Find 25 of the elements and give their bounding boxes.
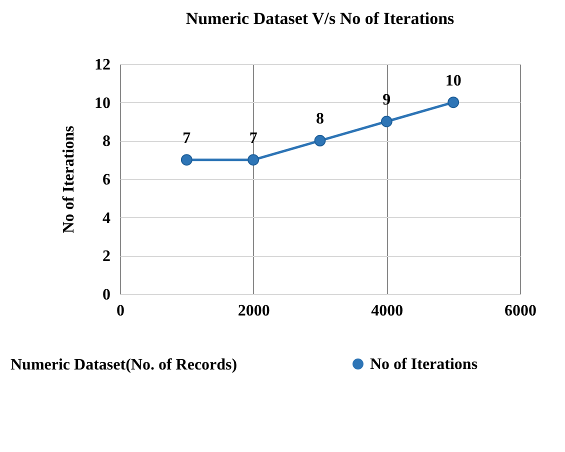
y-tick-label: 10 xyxy=(94,94,110,112)
x-tick-label: 6000 xyxy=(504,302,536,320)
chart-title: Numeric Dataset V/s No of Iterations xyxy=(186,9,455,28)
x-tick-label: 0 xyxy=(116,302,124,320)
y-tick-label: 12 xyxy=(94,56,110,74)
x-tick-label: 2000 xyxy=(238,302,270,320)
data-label: 9 xyxy=(382,92,391,108)
y-tick-label: 4 xyxy=(102,210,110,227)
legend-label: No of Iterations xyxy=(370,356,478,373)
x-tick-label: 4000 xyxy=(371,302,404,320)
point xyxy=(314,134,326,146)
data-label: 7 xyxy=(249,130,258,147)
y-axis-title: No of Iterations xyxy=(60,126,78,234)
point xyxy=(180,154,192,166)
data-label: 10 xyxy=(445,72,462,90)
point xyxy=(380,116,392,128)
y-tick-label: 0 xyxy=(102,286,110,304)
point xyxy=(448,96,460,108)
y-tick-label: 2 xyxy=(102,248,110,266)
x-axis-title: Numeric Dataset(No. of Records) xyxy=(10,356,238,374)
point xyxy=(248,154,260,166)
data-label: 8 xyxy=(316,110,324,128)
y-tick-label: 6 xyxy=(102,172,110,188)
data-label: 7 xyxy=(182,130,191,147)
y-tick-label: 8 xyxy=(102,133,110,150)
